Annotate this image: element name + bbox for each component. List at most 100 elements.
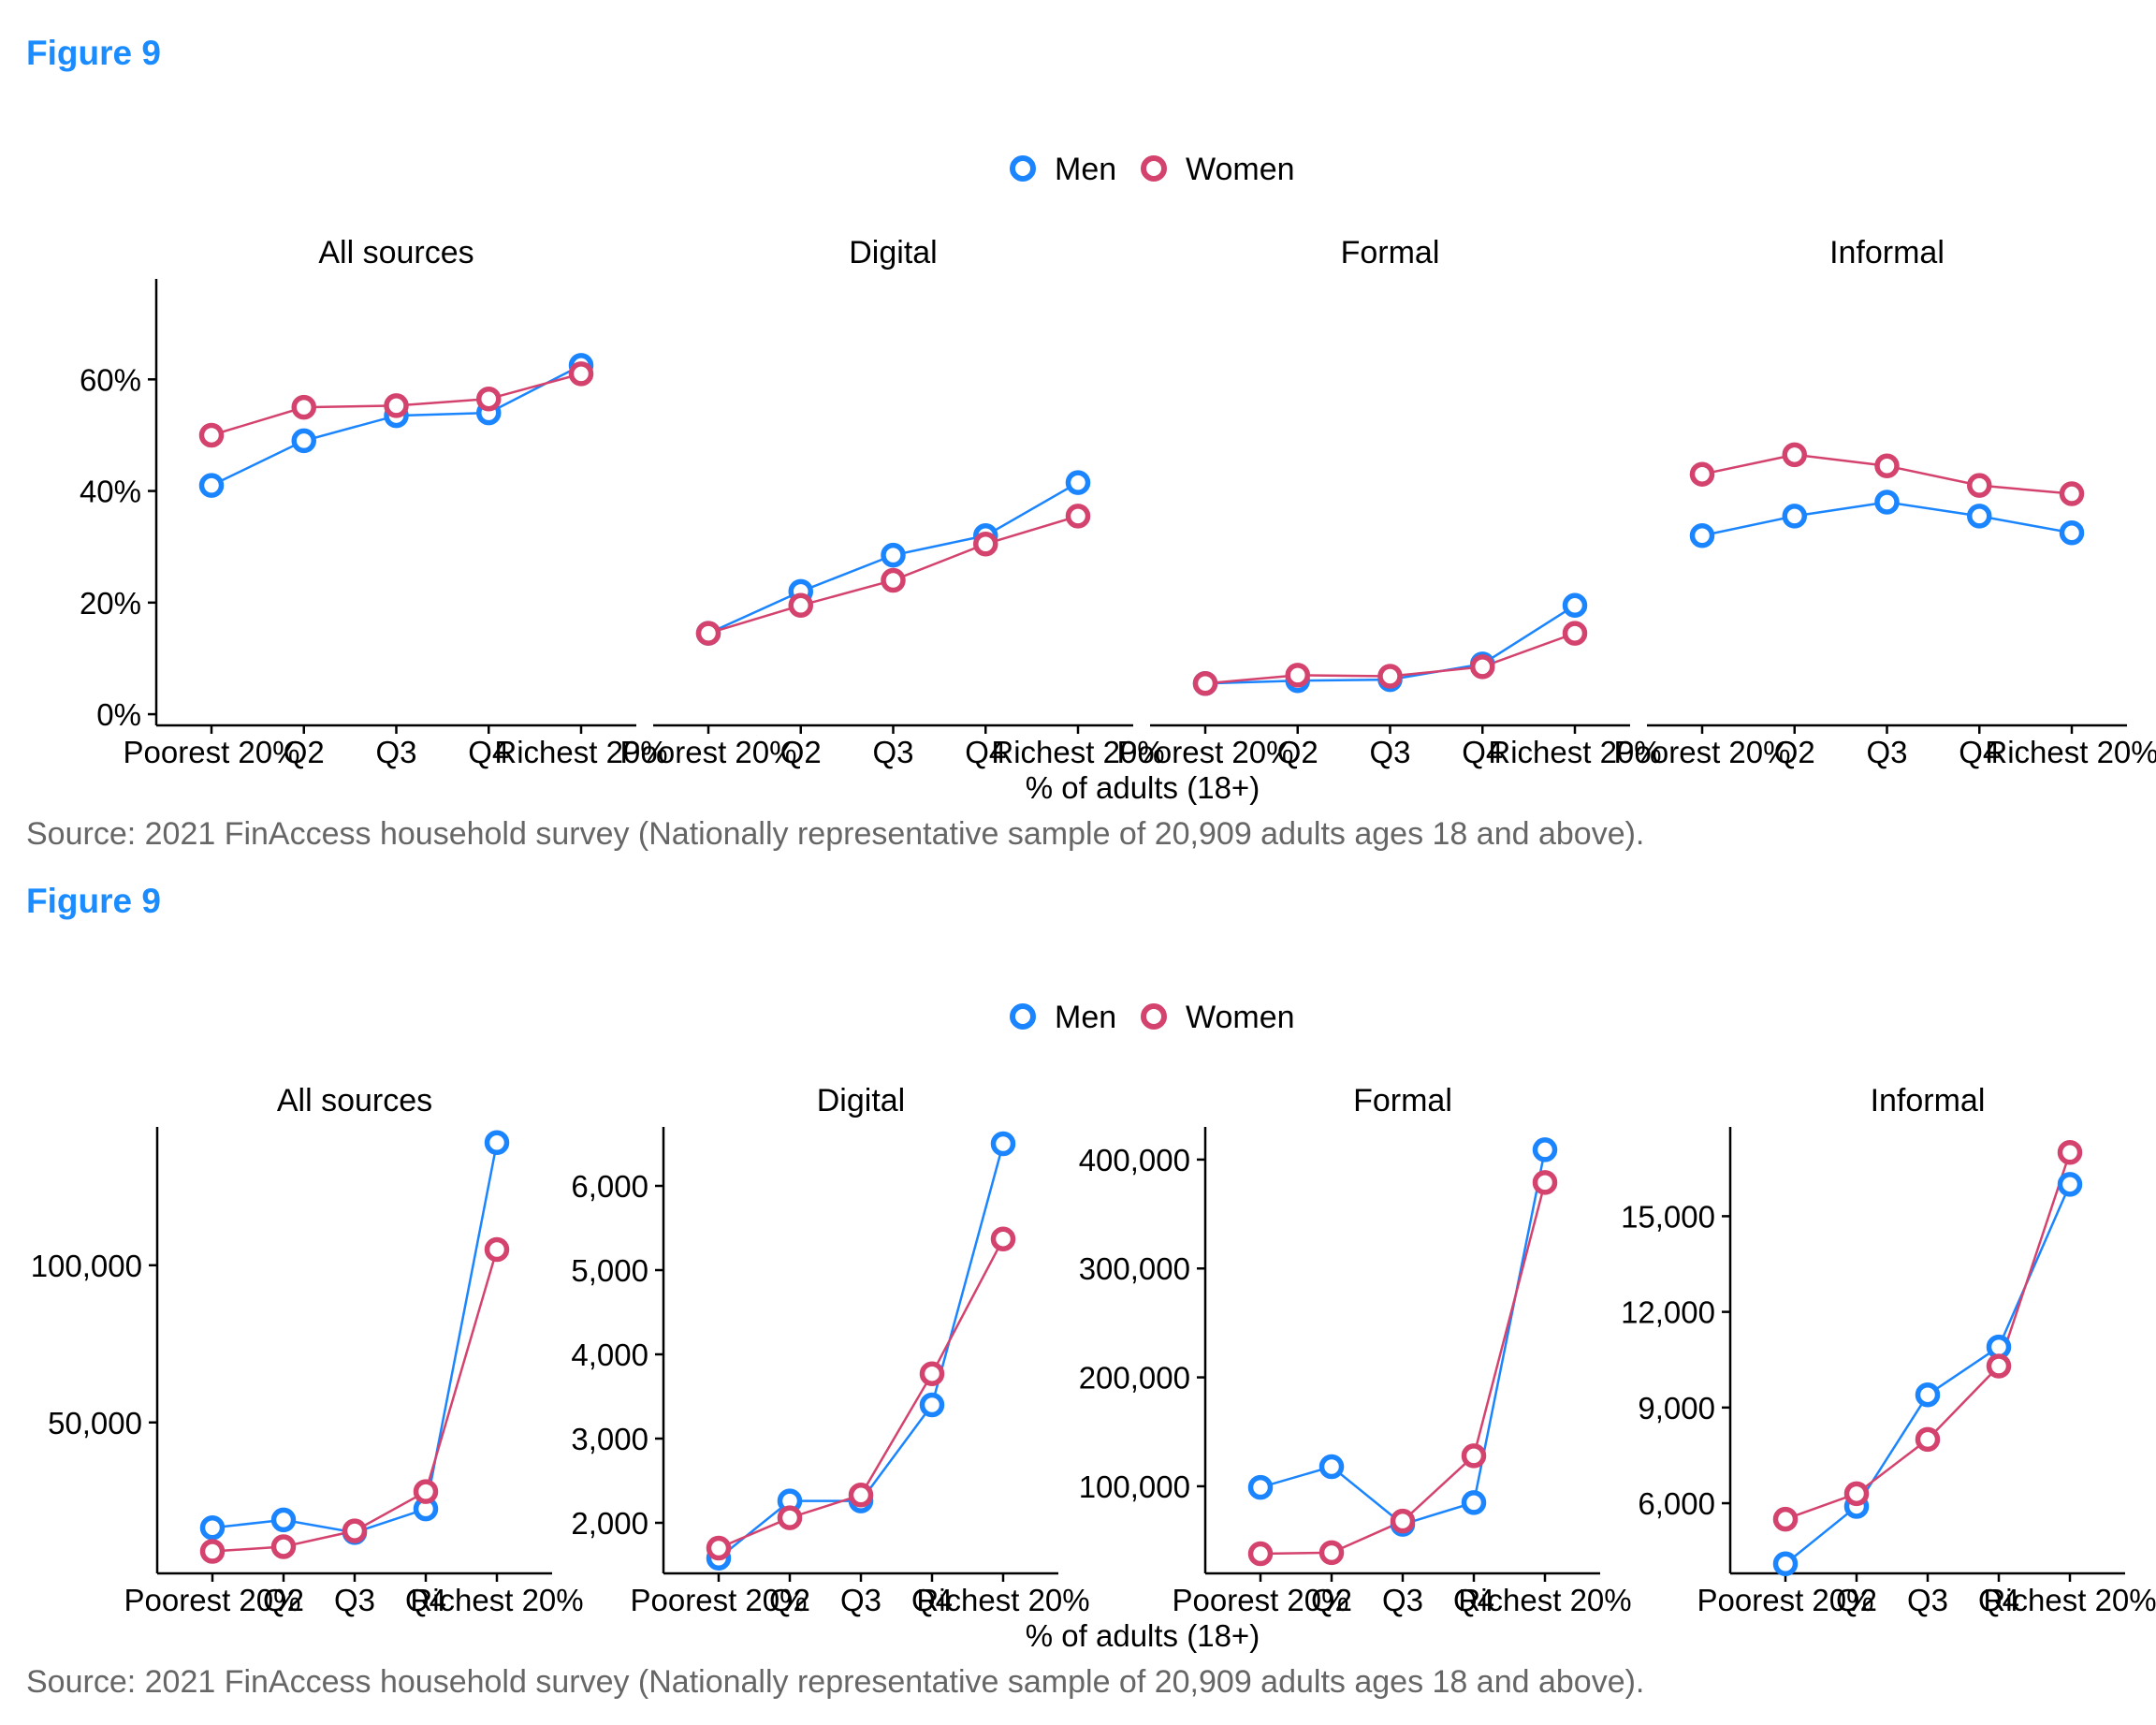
x-axis-title: % of adults (18+) [1026,1618,1260,1653]
x-tick-label: Q4 [468,735,509,769]
y-tick-label: 40% [80,475,141,509]
series-line-women [1785,1151,2072,1521]
data-point-women [1772,1506,1799,1532]
data-point-men [270,1507,297,1533]
data-point-women [1874,453,1900,478]
x-tick-label: Richest 20% [1985,735,2156,769]
x-tick-label: Richest 20% [916,1583,1089,1617]
data-point-men [1772,1551,1799,1577]
legend-marker [1010,155,1036,182]
legend-marker [1141,1003,1167,1030]
x-tick-label: Q4 [1462,735,1503,769]
legend-marker [1141,155,1167,182]
data-point-women [695,621,721,646]
x-tick-label: Richest 20% [991,735,1164,769]
data-point-women [476,386,502,412]
panel-title: Digital [849,235,937,270]
data-point-women [1986,1353,2012,1379]
x-axis-title: % of adults (18+) [1026,770,1260,805]
data-point-women [848,1483,874,1508]
data-point-women [1532,1170,1558,1195]
y-tick-label: 6,000 [571,1169,648,1204]
data-point-men [1318,1454,1345,1480]
data-point-women [484,1236,510,1263]
x-tick-label: Q2 [1277,735,1318,769]
panel-title: Informal [1871,1083,1986,1118]
data-point-men [1562,592,1588,619]
data-point-women [1967,473,1992,498]
data-point-women [198,422,225,448]
data-point-women [1318,1540,1345,1566]
panel-all-sources: All sources 0% 20% 40% 60% Poorest 20%Q2 Q3 Q4R… [80,235,668,769]
x-tick-label: Q3 [1866,735,1907,769]
data-point-women [919,1361,945,1386]
source-note: Source: 2021 FinAccess household survey … [26,816,1645,852]
legend-item-men: Men [1010,1000,1116,1035]
x-tick-label: Poorest 20% [1117,735,1294,769]
legend-label: Men [1055,1000,1116,1035]
legend-marker [1010,1003,1036,1030]
data-point-women [270,1534,297,1559]
data-point-men [1689,523,1715,548]
data-point-women [291,394,316,420]
panel-formal: Formal 100,000 200,000 300,000 400,000 Poores… [1079,1083,1632,1617]
y-tick-label: 3,000 [571,1422,648,1456]
x-tick-label: Q4 [1453,1583,1494,1617]
panel-title: Formal [1341,235,1440,270]
data-point-women [1192,671,1218,696]
x-tick-label: Q2 [769,1583,810,1617]
legend-item-men: Men [1010,152,1116,187]
data-point-men [2059,520,2085,546]
data-point-women [384,393,409,418]
x-tick-label: Richest 20% [494,735,667,769]
y-tick-label: 20% [80,586,141,621]
data-point-men [1532,1137,1558,1162]
x-tick-label: Q4 [965,735,1006,769]
data-point-women [1562,621,1588,646]
panel-digital: Digital 2,000 3,000 4,000 5,000 6,000 Poorest … [571,1083,1089,1617]
y-tick-label: 60% [80,362,141,397]
line-chart-count: Men Women All sources 50,000 100,000 Poorest … [31,1000,2156,1653]
x-tick-label: Q3 [1369,735,1410,769]
data-point-women [1285,663,1310,688]
y-tick-label: 5,000 [571,1253,648,1288]
data-point-men [881,542,906,568]
legend: Men Women [1010,1000,1295,1035]
data-point-men [1461,1490,1487,1515]
y-tick-label: 9,000 [1638,1391,1715,1425]
y-tick-label: 100,000 [1079,1469,1190,1504]
x-tick-label: Q2 [1836,1583,1877,1617]
legend-label: Men [1055,152,1116,187]
data-point-women [1461,1443,1487,1469]
data-point-men [990,1131,1016,1157]
y-tick-label: 50,000 [48,1406,142,1440]
y-tick-label: 200,000 [1079,1361,1190,1396]
y-tick-label: 0% [96,697,141,732]
y-tick-label: 15,000 [1621,1199,1715,1234]
y-tick-label: 400,000 [1079,1143,1190,1177]
series-line-women [1260,1182,1547,1556]
x-tick-label: Poorest 20% [631,1583,808,1617]
data-point-men [484,1130,510,1156]
y-tick-label: 4,000 [571,1338,648,1372]
y-tick-label: 2,000 [571,1506,648,1541]
data-point-women [1843,1481,1870,1507]
data-point-men [198,473,225,498]
x-tick-label: Q3 [1382,1583,1423,1617]
data-point-women [2057,1140,2083,1165]
y-tick-label: 300,000 [1079,1251,1190,1286]
x-tick-label: Q3 [872,735,913,769]
data-point-men [1065,470,1091,495]
x-tick-label: Poorest 20% [1697,1583,1874,1617]
series-line-men [211,1142,499,1534]
legend-label: Women [1186,152,1295,187]
data-point-women [1689,461,1715,487]
x-tick-label: Q3 [1907,1583,1948,1617]
panel-informal: Informal 6,000 9,000 12,000 15,000 Poorest 20… [1621,1083,2156,1617]
x-tick-label: Q2 [263,1583,304,1617]
data-point-women [1377,664,1403,689]
data-point-women [1390,1508,1416,1534]
data-point-men [1915,1381,1941,1408]
